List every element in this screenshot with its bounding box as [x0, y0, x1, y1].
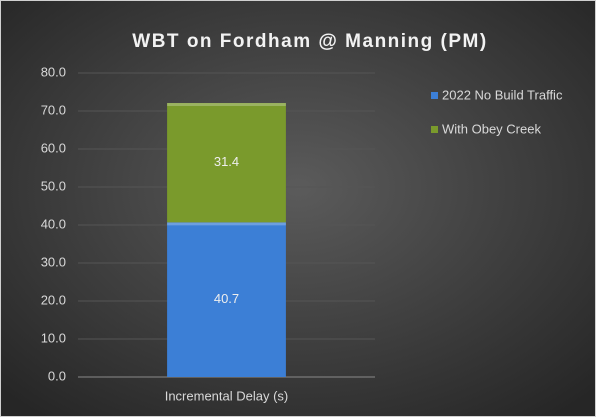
bar-highlight: [167, 103, 286, 107]
y-tick-label: 20.0: [41, 292, 66, 307]
legend-swatch: [431, 126, 438, 133]
y-tick-label: 40.0: [41, 216, 66, 231]
bar-highlight: [167, 222, 286, 226]
legend-label: With Obey Creek: [442, 121, 541, 136]
data-label: 31.4: [214, 154, 239, 169]
legend-swatch: [431, 92, 438, 99]
y-tick-label: 70.0: [41, 102, 66, 117]
chart-title: WBT on Fordham @ Manning (PM): [132, 31, 487, 52]
y-tick-label: 0.0: [48, 368, 66, 383]
bar-segment: [167, 222, 286, 377]
data-label: 40.7: [214, 291, 239, 306]
bar-segment: [167, 103, 286, 223]
y-tick-label: 80.0: [41, 64, 66, 79]
y-tick-label: 50.0: [41, 178, 66, 193]
y-tick-label: 10.0: [41, 330, 66, 345]
legend-label: 2022 No Build Traffic: [442, 87, 563, 102]
y-tick-label: 30.0: [41, 254, 66, 269]
y-tick-label: 60.0: [41, 140, 66, 155]
x-tick-label: Incremental Delay (s): [165, 388, 289, 403]
